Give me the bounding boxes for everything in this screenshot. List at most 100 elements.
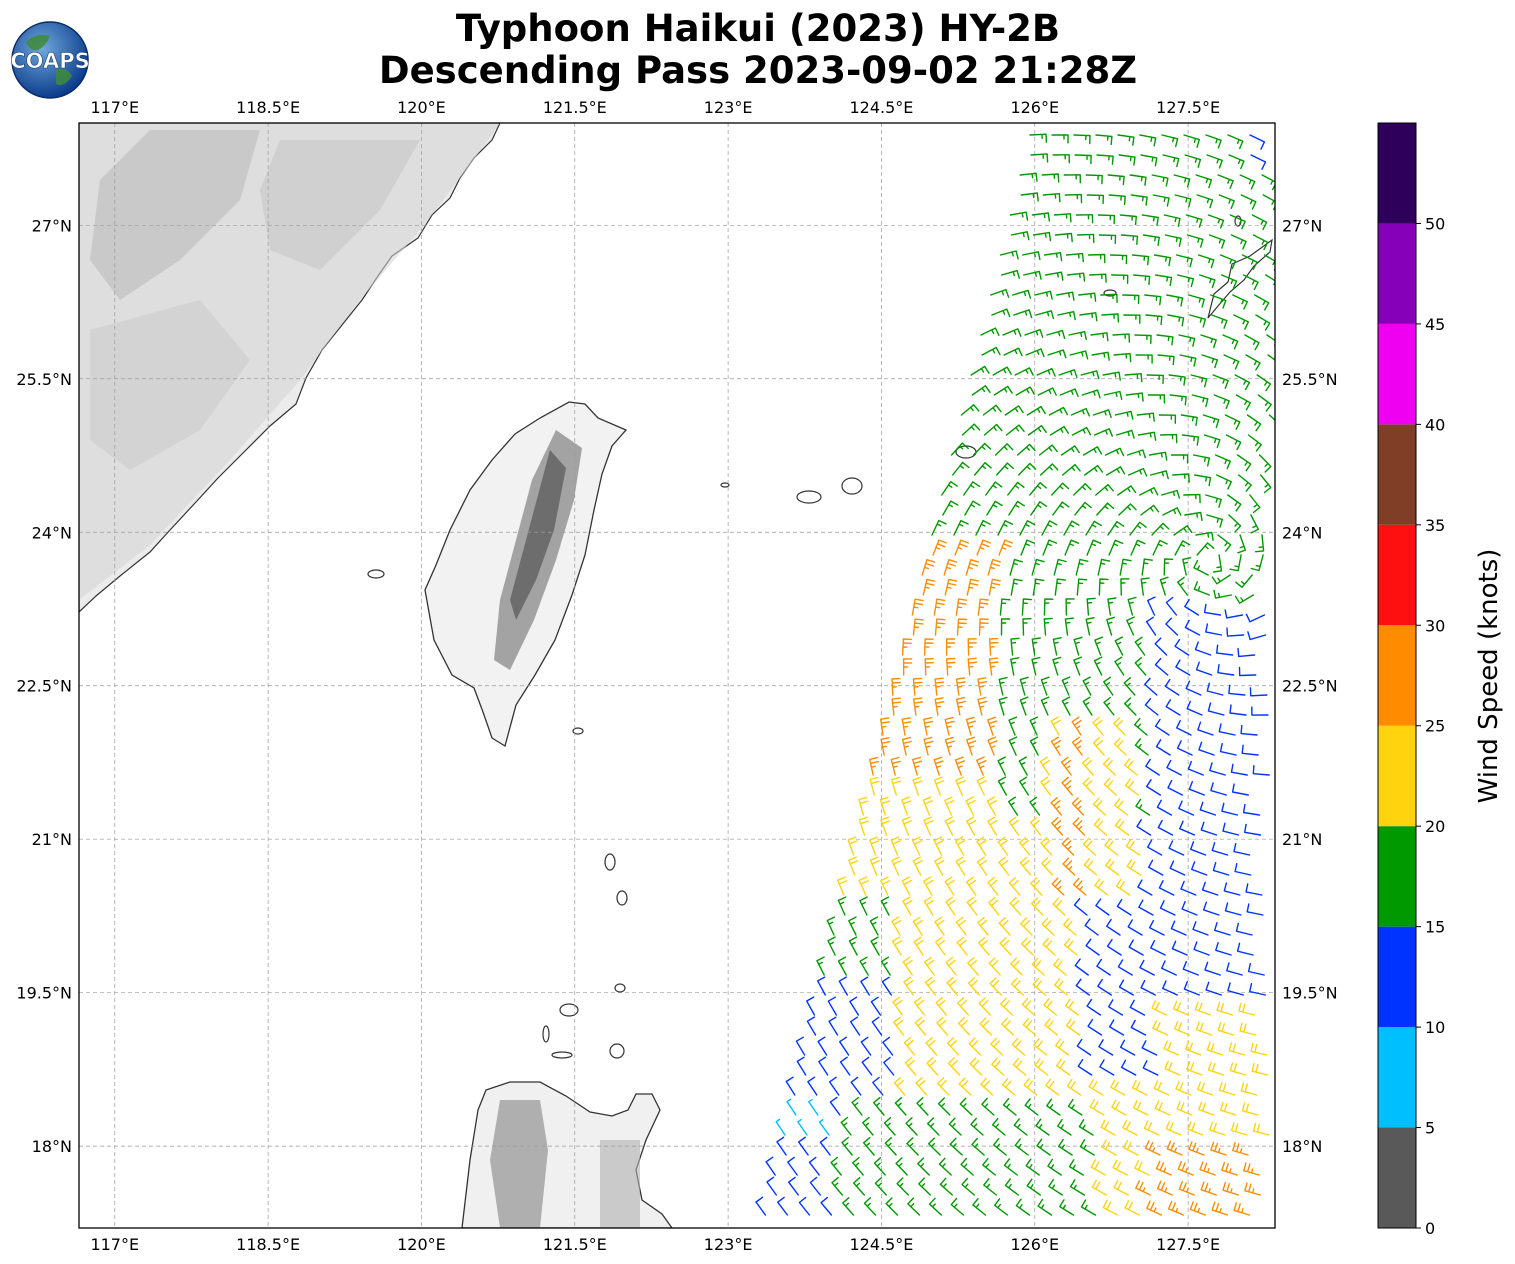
- wind-barb: [881, 976, 892, 996]
- wind-barb: [1135, 1180, 1151, 1196]
- wind-barb: [891, 936, 903, 956]
- wind-barb: [1103, 676, 1114, 696]
- wind-barb: [883, 1117, 896, 1136]
- wind-barb: [1035, 310, 1055, 320]
- wind-barb: [1184, 599, 1200, 616]
- wind-barb: [1204, 961, 1221, 976]
- wind-barb: [1073, 134, 1091, 145]
- wind-barb: [1128, 939, 1144, 956]
- wind-barb: [1147, 839, 1163, 856]
- wind-barb: [1224, 414, 1241, 430]
- wind-barb: [1056, 291, 1075, 301]
- wind-barb: [853, 1177, 865, 1196]
- wind-barb: [994, 443, 1014, 456]
- wind-barb: [1135, 354, 1153, 364]
- wind-barb: [1125, 838, 1141, 856]
- wind-barb: [1227, 982, 1244, 996]
- wind-barb: [1144, 677, 1158, 696]
- wind-barb: [1227, 134, 1244, 150]
- wind-barb: [1051, 482, 1070, 496]
- wind-barb: [1021, 251, 1041, 261]
- wind-barb: [1090, 1159, 1106, 1176]
- wind-barb: [944, 816, 955, 836]
- wind-barb: [893, 1076, 906, 1096]
- title-line-1: Typhoon Haikui (2023) HY-2B: [456, 7, 1060, 50]
- wind-barb: [1208, 234, 1226, 249]
- wind-barb: [1044, 1018, 1059, 1036]
- wind-barb: [1142, 1060, 1159, 1076]
- wind-barb: [927, 1117, 940, 1136]
- wind-barb: [1012, 289, 1032, 299]
- wind-barb: [806, 1016, 817, 1036]
- wind-barb: [934, 677, 945, 696]
- wind-barb: [1100, 293, 1118, 303]
- wind-barb: [1182, 557, 1192, 576]
- wind-barb: [1053, 213, 1072, 223]
- wind-barb: [1041, 857, 1054, 876]
- wind-barb: [955, 697, 966, 716]
- wind-barb: [1266, 334, 1275, 351]
- wind-barb: [1221, 1161, 1238, 1176]
- wind-barb: [987, 736, 998, 756]
- wind-barb: [1071, 797, 1085, 816]
- wind-barb: [1191, 394, 1209, 408]
- wind-barb: [1176, 1100, 1193, 1116]
- wind-barb: [1032, 977, 1046, 996]
- wind-barb: [1185, 680, 1202, 696]
- wind-barb: [1034, 1058, 1049, 1076]
- latitude-labels-right: 27°N 25.5°N 24°N 22.5°N 21°N 19.5°N 18°N: [1282, 216, 1338, 1156]
- wind-barb: [1219, 1101, 1237, 1116]
- wind-barb: [1014, 367, 1034, 376]
- wind-barb: [975, 519, 991, 536]
- wind-barb: [1030, 153, 1049, 163]
- wind-barb: [915, 1077, 928, 1096]
- wind-barb: [905, 1117, 918, 1136]
- wind-barb: [1161, 960, 1177, 976]
- wind-barb: [1175, 1080, 1192, 1096]
- wind-barb: [938, 1157, 952, 1176]
- wind-barb: [1214, 454, 1231, 470]
- wind-barb: [1153, 1080, 1170, 1096]
- wind-barb: [1247, 963, 1265, 976]
- wind-barb: [817, 1036, 828, 1056]
- wind-barb: [1212, 374, 1229, 389]
- wind-barb: [1127, 596, 1137, 616]
- wind-barb: [985, 481, 1003, 496]
- wind-barb: [1000, 618, 1011, 636]
- wind-barb: [1081, 389, 1101, 399]
- wind-barb: [1184, 619, 1201, 636]
- wind-barb: [1217, 534, 1232, 552]
- wind-barb: [1250, 514, 1259, 534]
- wind-barb: [873, 1096, 885, 1116]
- wind-barb: [1222, 822, 1240, 836]
- wind-barb: [1197, 1081, 1214, 1096]
- wind-barb: [1205, 134, 1222, 149]
- wind-barb: [816, 956, 825, 976]
- wind-barb: [1172, 473, 1190, 483]
- wind-barb: [1139, 959, 1155, 976]
- wind-barb: [1008, 716, 1018, 736]
- wind-barb: [1218, 723, 1236, 736]
- wind-barb: [955, 677, 966, 696]
- wind-barb: [1188, 294, 1205, 308]
- wind-barb: [1065, 598, 1075, 616]
- lat-label-right-2: 24°N: [1282, 523, 1322, 542]
- wind-barb: [1175, 254, 1193, 268]
- wind-barb: [1109, 1019, 1125, 1036]
- wind-barb: [1124, 758, 1138, 776]
- wind-barb: [1073, 898, 1088, 916]
- wind-barb: [1207, 214, 1225, 229]
- wind-barb: [1086, 539, 1102, 556]
- wind-barb: [1163, 1040, 1180, 1056]
- wind-barb: [966, 896, 978, 916]
- wind-barb: [1043, 617, 1053, 636]
- wind-barb: [786, 1098, 797, 1116]
- wind-barb: [1088, 1079, 1104, 1096]
- wind-barb: [990, 1037, 1004, 1056]
- wind-barb: [977, 696, 988, 716]
- wind-barb: [1152, 194, 1170, 207]
- wind-barb: [1002, 1098, 1017, 1116]
- wind-barb: [1130, 539, 1146, 556]
- wind-barb: [827, 996, 838, 1016]
- wind-barb: [1061, 676, 1071, 696]
